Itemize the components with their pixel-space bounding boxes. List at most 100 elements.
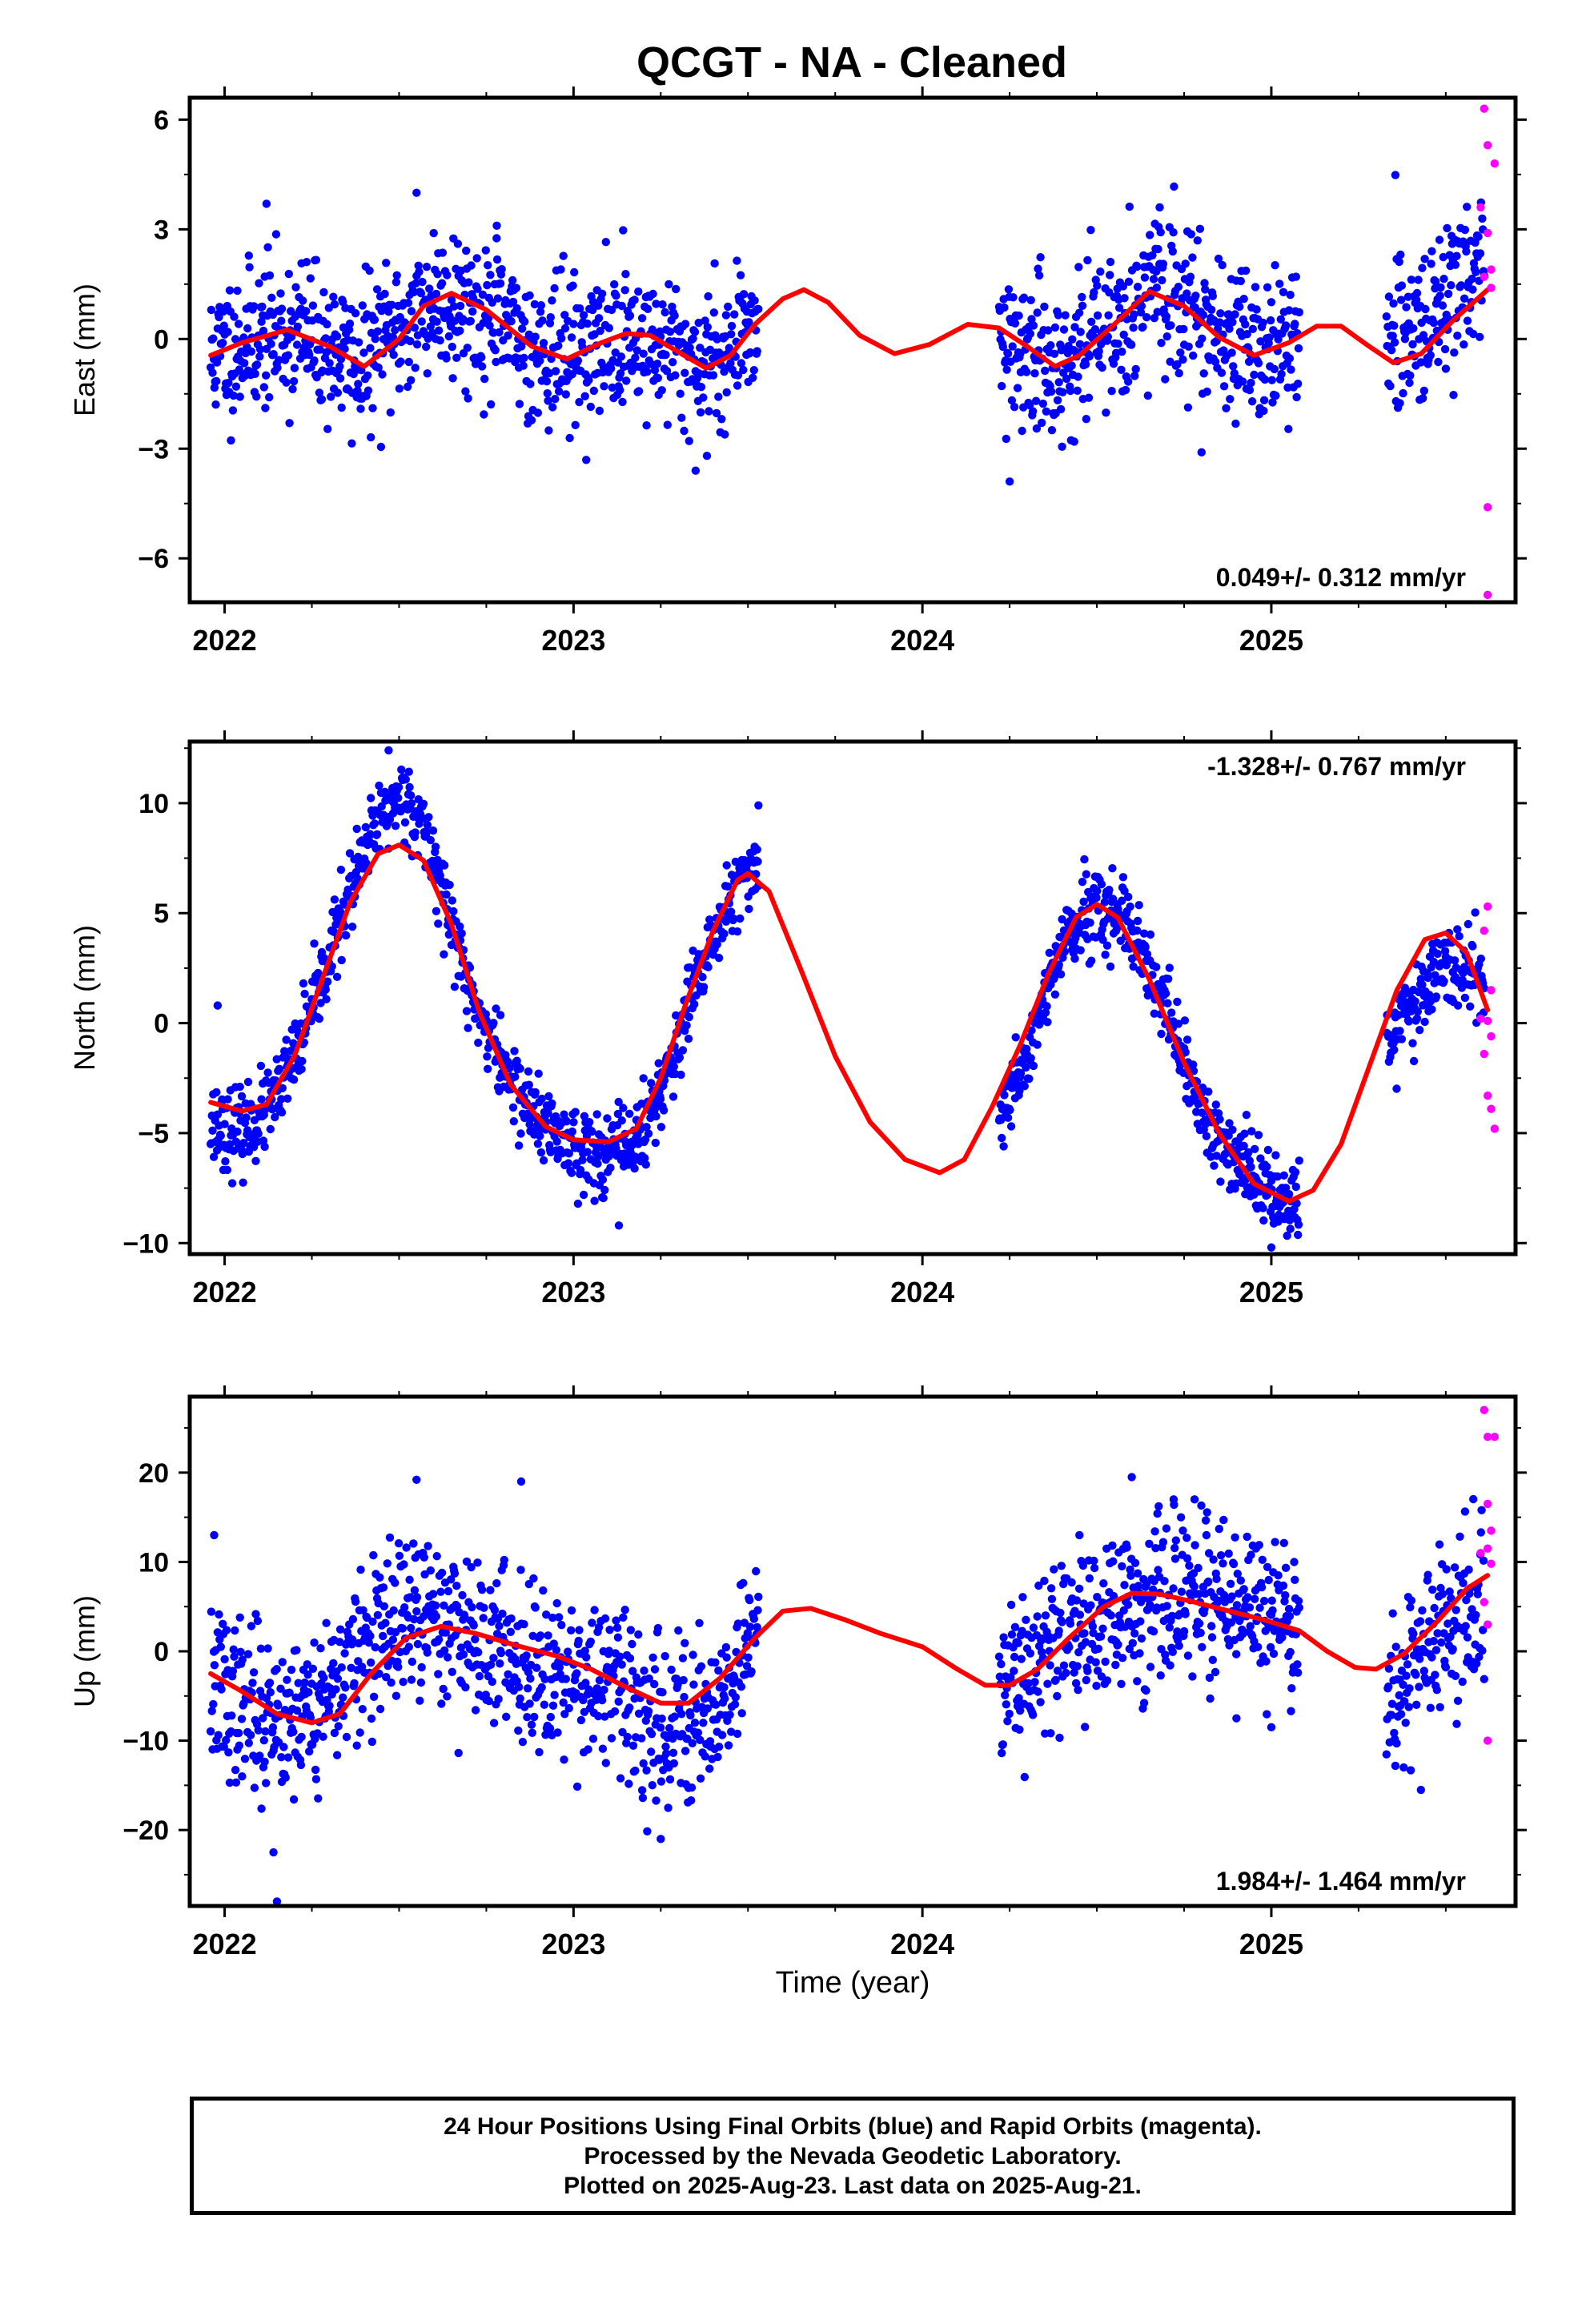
final-orbit-point	[1181, 259, 1190, 268]
final-orbit-point	[1124, 277, 1134, 286]
final-orbit-point	[368, 1617, 377, 1626]
final-orbit-point	[1179, 1626, 1189, 1636]
final-orbit-point	[1443, 1619, 1452, 1628]
final-orbit-point	[641, 1160, 650, 1169]
final-orbit-point	[272, 1897, 282, 1906]
final-orbit-point	[332, 332, 342, 341]
final-orbit-point	[1029, 321, 1038, 330]
final-orbit-point	[1126, 1571, 1135, 1580]
final-orbit-point	[630, 1164, 639, 1173]
final-orbit-point	[442, 354, 451, 363]
final-orbit-point	[1478, 214, 1487, 223]
final-orbit-point	[224, 1748, 233, 1757]
final-orbit-point	[1019, 293, 1029, 302]
final-orbit-point	[235, 1613, 244, 1622]
final-orbit-point	[564, 1703, 573, 1713]
final-orbit-point	[614, 1697, 623, 1706]
final-orbit-point	[1057, 1562, 1066, 1570]
final-orbit-point	[322, 995, 331, 1003]
final-orbit-point	[1080, 1629, 1089, 1638]
rapid-orbit-point	[1483, 1736, 1492, 1745]
final-orbit-point	[678, 1654, 688, 1663]
final-orbit-point	[434, 326, 444, 335]
final-orbit-point	[382, 259, 391, 267]
final-orbit-point	[525, 1120, 534, 1129]
final-orbit-point	[1434, 357, 1443, 367]
final-orbit-point	[1041, 366, 1050, 376]
final-orbit-point	[634, 287, 643, 296]
final-orbit-point	[511, 1072, 520, 1081]
final-orbit-point	[1246, 1622, 1255, 1630]
final-orbit-point	[516, 1477, 526, 1486]
final-orbit-point	[1046, 1729, 1055, 1738]
final-orbit-point	[345, 325, 354, 334]
final-orbit-point	[1170, 182, 1178, 191]
final-orbit-point	[1276, 315, 1286, 324]
final-orbit-point	[400, 1603, 409, 1612]
final-orbit-point	[661, 350, 670, 360]
final-orbit-point	[625, 1703, 634, 1712]
final-orbit-point	[714, 954, 724, 963]
final-orbit-point	[1404, 1703, 1413, 1711]
final-orbit-point	[1228, 318, 1237, 327]
final-orbit-point	[423, 1648, 432, 1657]
final-orbit-point	[445, 880, 454, 890]
final-orbit-point	[1391, 1642, 1400, 1651]
x-tick-label: 2022	[193, 1928, 257, 1960]
final-orbit-point	[1431, 1671, 1439, 1679]
final-orbit-point	[1225, 1119, 1234, 1128]
final-orbit-point	[575, 397, 584, 407]
final-orbit-point	[753, 1606, 762, 1614]
final-orbit-point	[252, 360, 262, 369]
final-orbit-point	[1271, 391, 1280, 400]
final-orbit-point	[1477, 1506, 1486, 1515]
final-orbit-point	[736, 914, 745, 923]
final-orbit-point	[440, 1646, 449, 1655]
x-tick-label: 2025	[1239, 624, 1303, 657]
final-orbit-point	[536, 308, 545, 316]
final-orbit-point	[1384, 1682, 1393, 1691]
final-orbit-point	[1118, 896, 1126, 905]
final-orbit-point	[234, 1728, 243, 1738]
final-orbit-point	[1082, 870, 1091, 879]
final-orbit-point	[560, 1710, 569, 1719]
final-orbit-point	[422, 263, 432, 271]
final-orbit-point	[478, 290, 488, 300]
final-orbit-point	[350, 1679, 359, 1688]
final-orbit-point	[255, 1751, 264, 1760]
final-orbit-point	[1216, 1177, 1225, 1186]
final-orbit-point	[1251, 283, 1260, 292]
final-orbit-point	[665, 328, 675, 336]
panel-frame	[187, 1394, 1518, 1908]
final-orbit-point	[407, 799, 416, 808]
final-orbit-point	[461, 387, 470, 396]
final-orbit-point	[210, 1661, 219, 1670]
final-orbit-point	[1180, 1016, 1190, 1025]
final-orbit-point	[1173, 1627, 1182, 1636]
final-orbit-point	[1200, 279, 1209, 287]
final-orbit-point	[1259, 1216, 1268, 1225]
final-orbit-point	[1251, 1594, 1259, 1603]
final-orbit-point	[1059, 1661, 1069, 1670]
final-orbit-point	[293, 322, 303, 332]
final-orbit-point	[1407, 275, 1416, 284]
final-orbit-point	[1418, 1606, 1427, 1615]
final-orbit-point	[243, 1650, 253, 1659]
final-orbit-point	[1267, 1243, 1276, 1252]
final-orbit-point	[480, 374, 489, 384]
final-orbit-point	[652, 1796, 661, 1805]
final-orbit-point	[367, 1658, 375, 1667]
y-tick-label: 5	[154, 899, 169, 929]
final-orbit-point	[1426, 351, 1435, 360]
final-orbit-point	[560, 1755, 568, 1764]
final-orbit-point	[1094, 1644, 1103, 1653]
final-orbit-point	[263, 1644, 272, 1653]
final-orbit-point	[386, 408, 395, 417]
final-orbit-point	[1413, 1007, 1423, 1016]
final-orbit-point	[555, 1663, 564, 1672]
final-orbit-point	[1433, 949, 1442, 959]
final-orbit-point	[502, 1712, 511, 1721]
final-orbit-point	[296, 1760, 306, 1770]
final-orbit-point	[637, 314, 647, 323]
final-orbit-point	[661, 1742, 670, 1751]
